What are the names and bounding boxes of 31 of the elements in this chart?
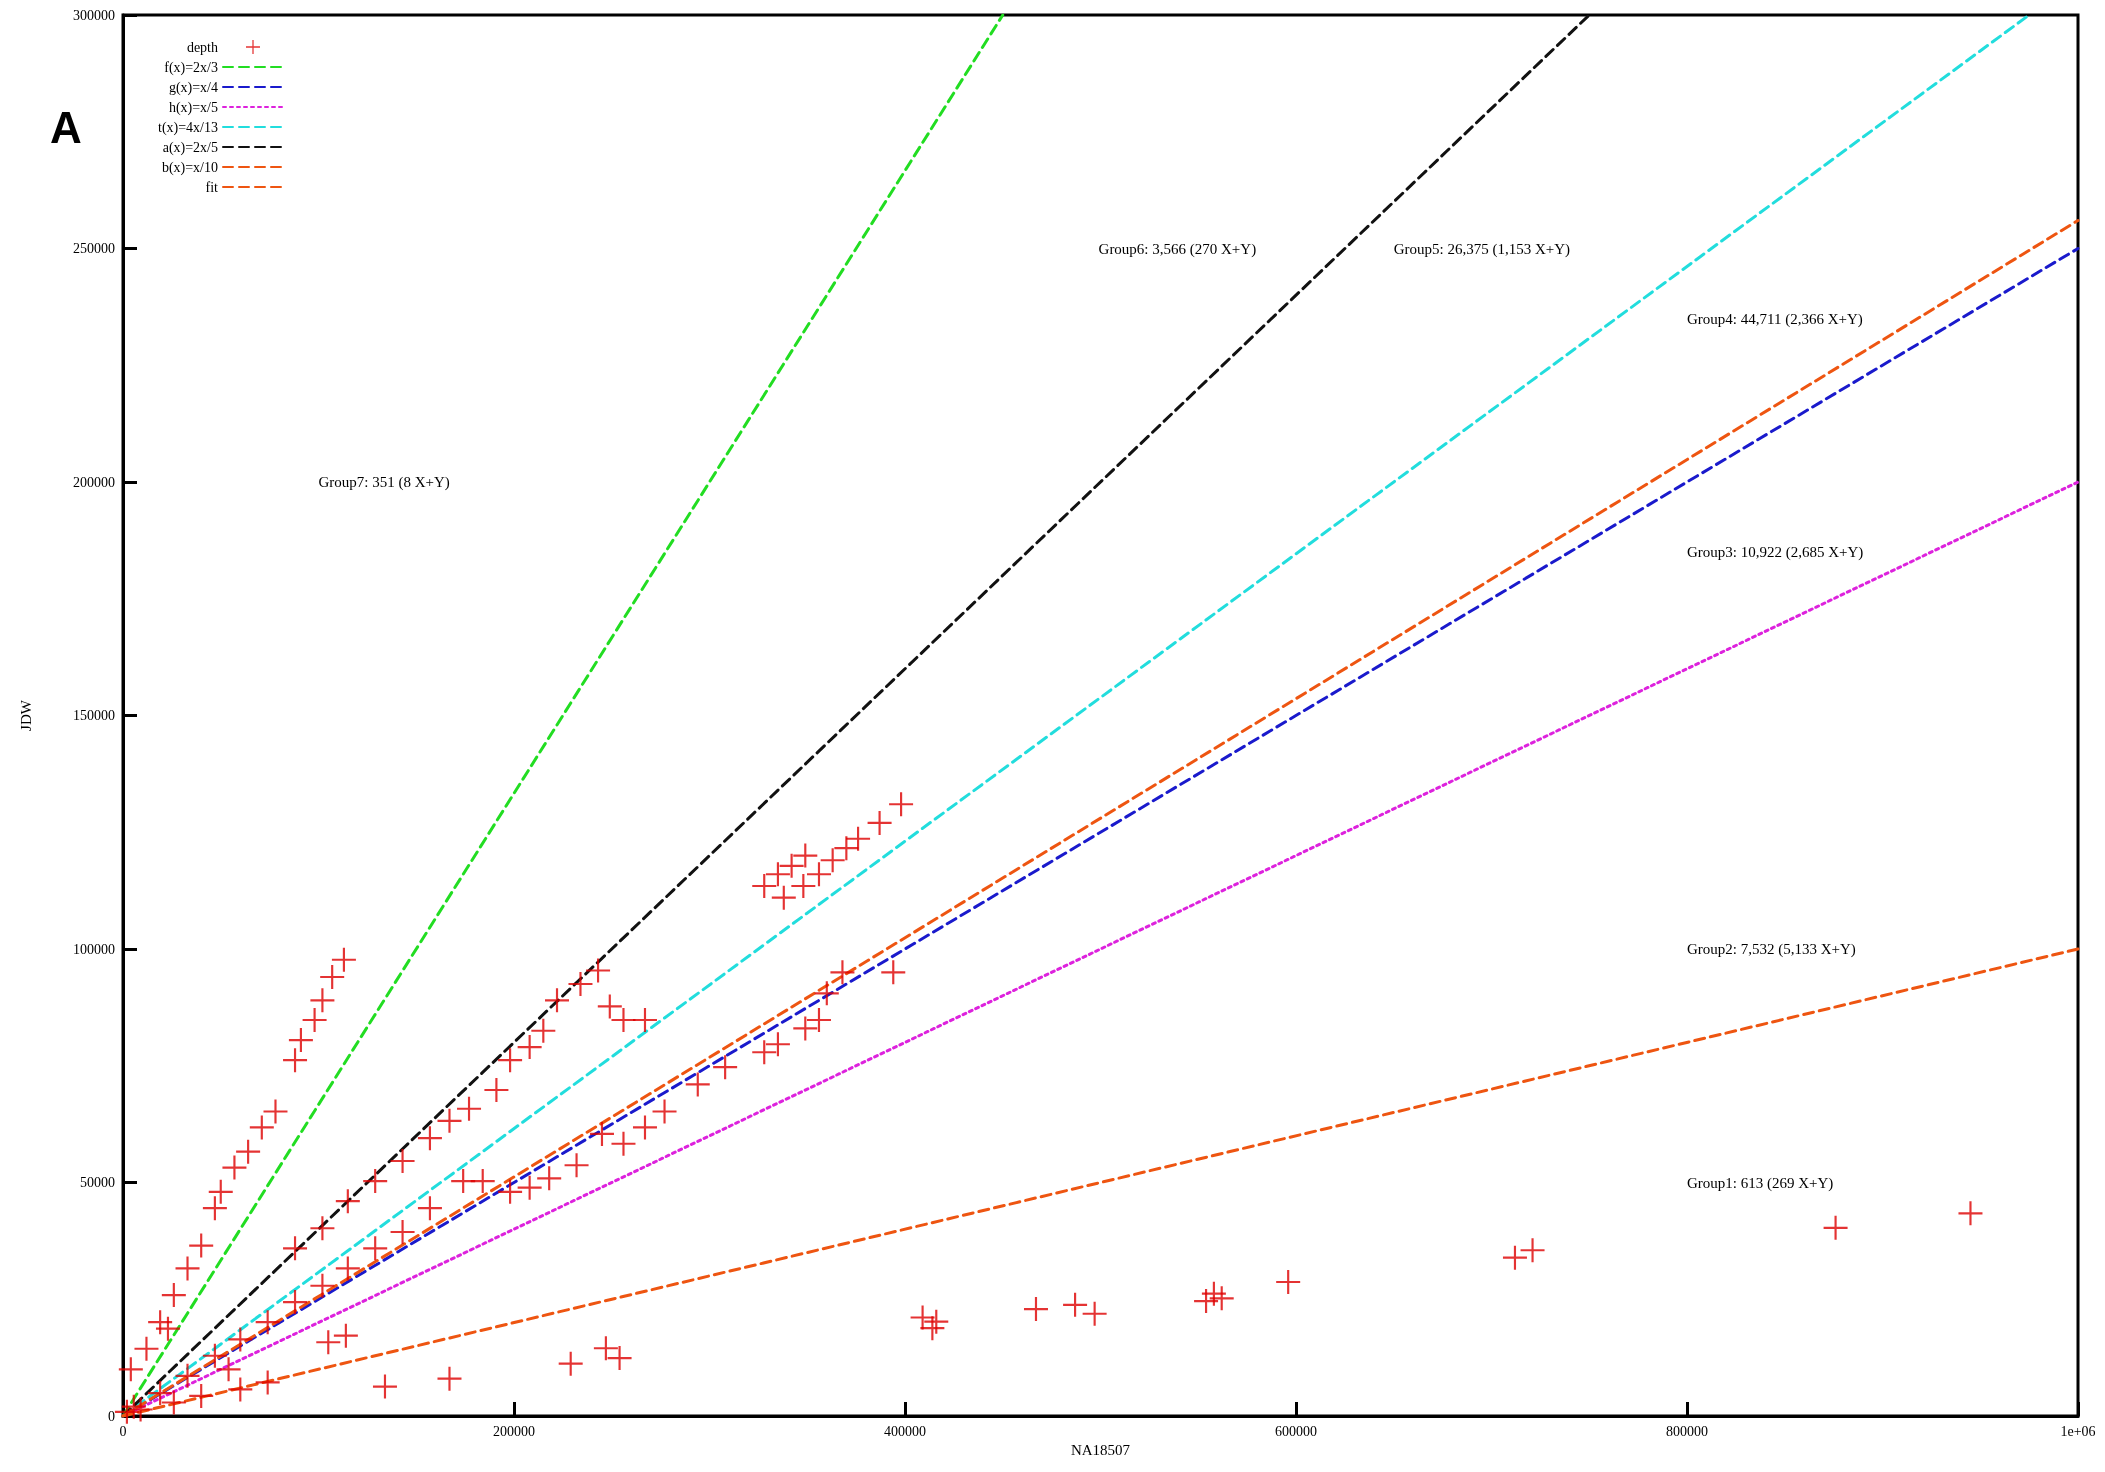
x-tick-label: 1e+06	[2060, 1423, 2096, 1439]
x-tick-label: 200000	[493, 1423, 535, 1439]
annotation: Group1: 613 (269 X+Y)	[1687, 1174, 1834, 1192]
y-tick-label: 50000	[80, 1175, 115, 1190]
y-tick-label: 150000	[73, 708, 115, 723]
text: A	[50, 102, 82, 152]
annotation: Group4: 44,711 (2,366 X+Y)	[1687, 310, 1863, 328]
legend-label: t(x)=4x/13	[158, 119, 218, 136]
y-tick-label: 250000	[73, 241, 115, 256]
legend-label: b(x)=x/10	[161, 159, 218, 176]
legend-label: g(x)=x/4	[168, 79, 218, 96]
annotation: Group7: 351 (8 X+Y)	[318, 474, 450, 491]
legend-label: h(x)=x/5	[168, 99, 218, 116]
y-tick-label: 0	[108, 1408, 115, 1424]
annotation: Group3: 10,922 (2,685 X+Y)	[1687, 544, 1864, 562]
annotation: Group5: 26,375 (1,153 X+Y)	[1393, 240, 1571, 258]
x-tick-label: 800000	[1666, 1423, 1708, 1439]
annotation: Group2: 7,532 (5,133 X+Y)	[1687, 941, 1856, 958]
x-tick-label: 0	[119, 1423, 127, 1439]
y-tick-label: 200000	[73, 474, 115, 490]
legend-label: depth	[186, 39, 218, 55]
legend-label: a(x)=2x/5	[162, 139, 218, 156]
x-tick-label: 400000	[884, 1423, 926, 1439]
y-axis-title: JDW	[17, 699, 34, 731]
legend-label: f(x)=2x/3	[164, 59, 218, 76]
annotation: Group6: 3,566 (270 X+Y)	[1098, 240, 1257, 258]
y-tick-label: 300000	[73, 7, 115, 23]
legend-label: fit	[205, 179, 219, 195]
y-tick-label: 100000	[73, 941, 115, 957]
x-tick-label: 600000	[1275, 1423, 1317, 1439]
x-axis-title: NA18507	[1070, 1442, 1131, 1459]
